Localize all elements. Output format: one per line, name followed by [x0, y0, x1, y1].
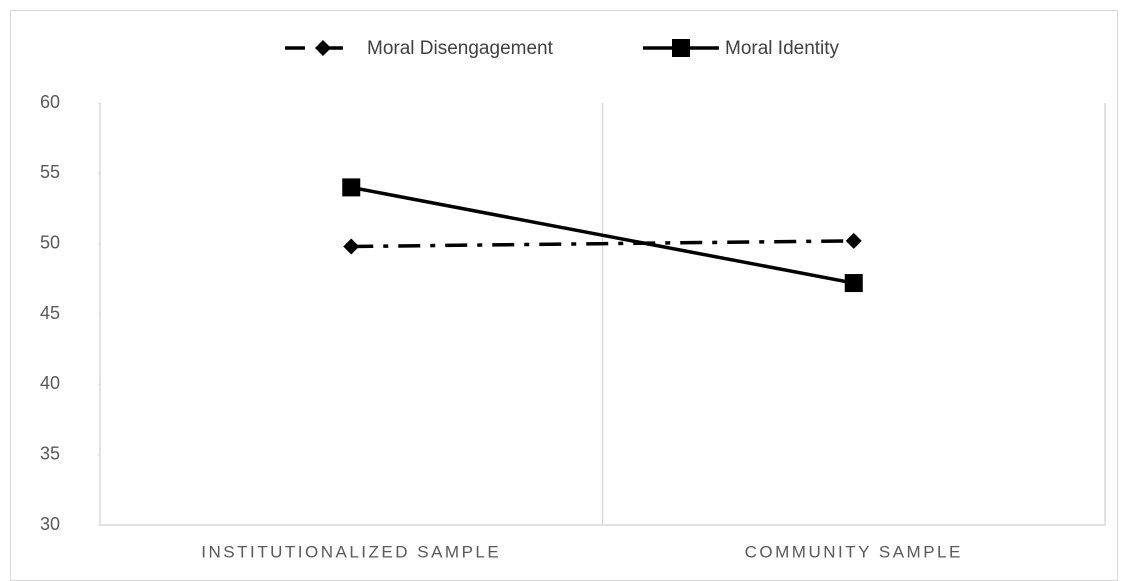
legend-label: Moral Identity [725, 38, 840, 59]
y-tick-label: 40 [40, 373, 60, 393]
marker [343, 238, 360, 255]
series-line [351, 239, 854, 249]
y-tick-label: 55 [40, 162, 60, 182]
marker [315, 40, 331, 56]
marker [845, 232, 862, 249]
legend-label: Moral Disengagement [367, 38, 554, 59]
y-tick-label: 45 [40, 303, 60, 323]
marker [672, 39, 690, 57]
chart-border [10, 10, 1118, 581]
y-tick-label: 50 [40, 232, 60, 252]
series-line [350, 185, 855, 285]
y-tick-label: 35 [40, 443, 60, 463]
x-tick-label: COMMUNITY SAMPLE [745, 542, 963, 561]
marker [342, 178, 361, 197]
y-tick-label: 30 [40, 514, 60, 534]
y-tick-label: 60 [40, 92, 60, 112]
marker [844, 274, 863, 293]
x-tick-label: INSTITUTIONALIZED SAMPLE [201, 542, 501, 561]
